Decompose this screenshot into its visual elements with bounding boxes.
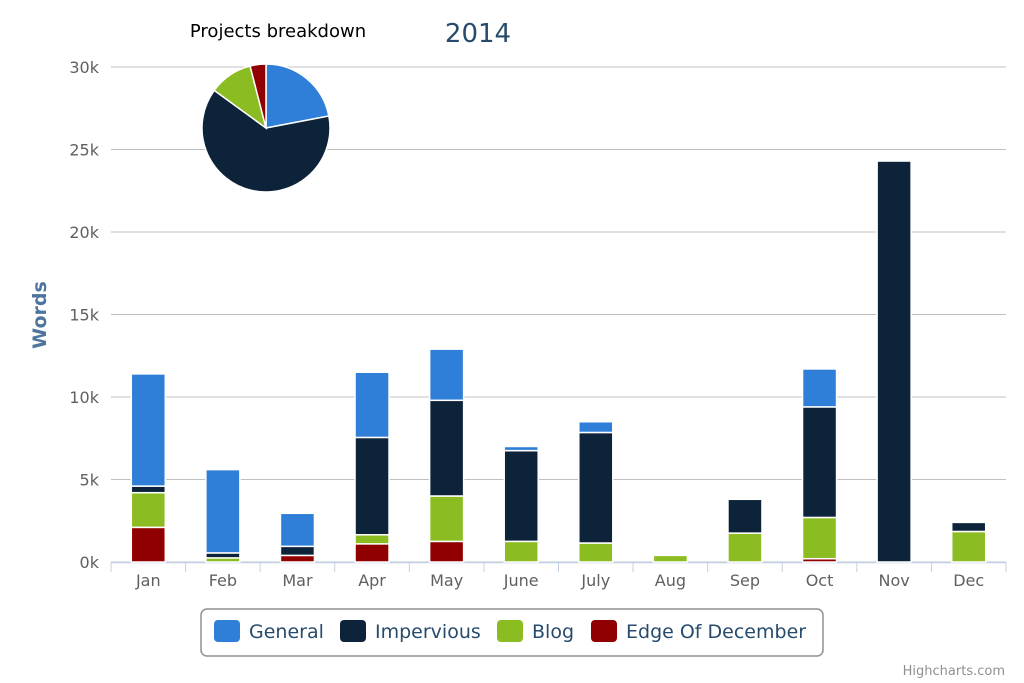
bar-segment[interactable] <box>354 436 390 536</box>
legend-label: General <box>249 621 324 643</box>
y-axis-title: Words <box>29 281 51 349</box>
legend-swatch <box>340 620 366 642</box>
bars[interactable] <box>130 160 987 563</box>
bar-segment[interactable] <box>130 526 167 563</box>
y-tick-label: 15k <box>69 306 99 325</box>
bar-segment[interactable] <box>428 495 465 543</box>
legend-item[interactable]: General <box>214 620 324 643</box>
bar-segment[interactable] <box>279 554 316 563</box>
bar-segment[interactable] <box>130 491 167 529</box>
y-axis-tick-labels: 0k 5k 10k 15k 20k 25k 30k <box>69 58 99 572</box>
bar-segment[interactable] <box>503 445 539 452</box>
bar-segment[interactable] <box>503 449 539 543</box>
legend-swatch <box>497 620 523 642</box>
x-axis: Jan Feb Mar Apr May June July Aug Sep Oct Nov Dec <box>110 561 1007 590</box>
bar-segment[interactable] <box>354 543 390 563</box>
bar-segment[interactable] <box>354 534 390 545</box>
x-tick-label: Jan <box>135 571 161 590</box>
x-tick-label: Feb <box>209 571 237 590</box>
legend-items[interactable]: General Impervious Blog Edge Of December <box>214 620 806 643</box>
y-tick-label: 20k <box>69 223 99 242</box>
legend-label: Impervious <box>375 621 481 643</box>
pie-slice[interactable] <box>201 89 331 193</box>
legend-label: Edge Of December <box>626 621 806 643</box>
credits-link[interactable]: Highcharts.com <box>903 664 1005 679</box>
bar-segment[interactable] <box>801 406 838 519</box>
bar-segment[interactable] <box>578 421 614 434</box>
x-tick-label: Sep <box>730 571 760 590</box>
x-tick-label: May <box>430 571 463 590</box>
pie-title: Projects breakdown <box>190 21 366 42</box>
bar-segment[interactable] <box>652 554 689 563</box>
bar-segment[interactable] <box>279 545 316 557</box>
legend-item[interactable]: Impervious <box>340 620 481 643</box>
y-tick-label: 30k <box>69 58 99 77</box>
bar-segment[interactable] <box>727 532 763 563</box>
legend: General Impervious Blog Edge Of December <box>200 608 824 657</box>
pie-slice[interactable] <box>249 63 267 129</box>
y-tick-label: 0k <box>80 553 100 572</box>
y-tick-label: 5k <box>80 471 100 490</box>
x-tick-label: Aug <box>655 571 686 590</box>
pie-slice[interactable] <box>265 63 330 129</box>
bar-segment[interactable] <box>130 373 167 487</box>
bar-segment[interactable] <box>279 512 316 548</box>
x-tick-label: Dec <box>953 571 984 590</box>
x-tick-label: July <box>580 571 610 590</box>
bar-segment[interactable] <box>130 485 167 494</box>
bar-segment[interactable] <box>801 516 838 560</box>
chart-title: 2014 <box>445 19 511 49</box>
bar-segment[interactable] <box>428 348 465 402</box>
inset-pie-chart[interactable] <box>201 63 331 193</box>
bar-segment[interactable] <box>428 399 465 497</box>
bar-segment[interactable] <box>727 498 763 534</box>
bar-segment[interactable] <box>503 540 539 563</box>
bar-segment[interactable] <box>950 530 987 563</box>
legend-swatch <box>591 620 617 642</box>
x-tick-label: June <box>503 571 539 590</box>
bar-segment[interactable] <box>578 542 614 563</box>
x-tick-label: Oct <box>806 571 834 590</box>
y-tick-label: 25k <box>69 141 99 160</box>
bar-segment[interactable] <box>578 431 614 544</box>
legend-swatch <box>214 620 240 642</box>
bar-segment[interactable] <box>428 540 465 563</box>
x-tick-label: Nov <box>879 571 910 590</box>
bar-segment[interactable] <box>205 468 241 554</box>
bar-segment[interactable] <box>950 521 987 533</box>
y-tick-label: 10k <box>69 388 99 407</box>
x-tick-label: Mar <box>282 571 313 590</box>
legend-item[interactable]: Blog <box>497 620 574 643</box>
legend-label: Blog <box>532 621 574 643</box>
legend-item[interactable]: Edge Of December <box>591 620 806 643</box>
bar-segment[interactable] <box>876 160 912 563</box>
bar-segment[interactable] <box>801 368 838 408</box>
x-tick-label: Apr <box>358 571 386 590</box>
bar-segment[interactable] <box>354 371 390 439</box>
